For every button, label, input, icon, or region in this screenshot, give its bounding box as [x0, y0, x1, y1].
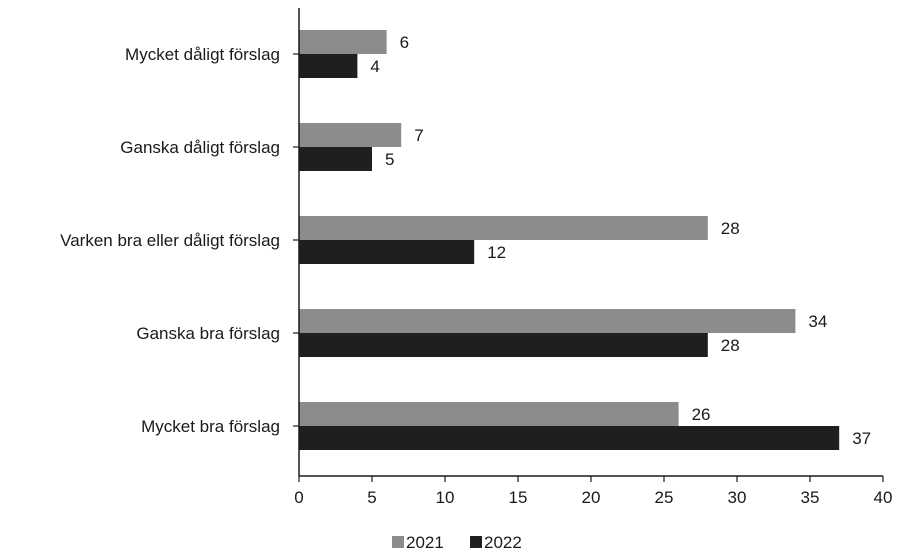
- category-label: Varken bra eller dåligt förslag: [60, 231, 280, 250]
- data-label-2022: 37: [852, 429, 871, 448]
- bar-2021: [299, 402, 679, 426]
- x-tick-label: 0: [294, 488, 303, 507]
- bar-2021: [299, 216, 708, 240]
- data-label-2022: 4: [370, 57, 379, 76]
- legend-swatch-2022: [470, 536, 482, 548]
- bar-2022: [299, 240, 475, 264]
- legend-label-2022: 2022: [484, 533, 522, 552]
- bar-2021: [299, 123, 402, 147]
- bar-2021: [299, 30, 387, 54]
- x-tick-label: 5: [367, 488, 376, 507]
- data-label-2022: 5: [385, 150, 394, 169]
- bar-2022: [299, 333, 708, 357]
- data-label-2021: 6: [400, 33, 409, 52]
- category-label: Ganska dåligt förslag: [120, 138, 280, 157]
- category-labels: Mycket dåligt förslag Ganska dåligt försl…: [60, 45, 299, 436]
- x-tick-label: 10: [436, 488, 455, 507]
- bar-2021: [299, 309, 796, 333]
- x-axis-ticks: 0 5 10 15 20 25 30 35 40: [294, 476, 892, 507]
- x-tick-label: 30: [728, 488, 747, 507]
- data-label-2022: 12: [487, 243, 506, 262]
- value-labels: 6 4 7 5 28 12 34 28 26 37: [370, 33, 871, 448]
- x-tick-label: 35: [801, 488, 820, 507]
- data-label-2021: 34: [808, 312, 827, 331]
- x-tick-label: 25: [655, 488, 674, 507]
- category-label: Mycket dåligt förslag: [125, 45, 280, 64]
- x-tick-label: 20: [582, 488, 601, 507]
- x-tick-label: 40: [874, 488, 893, 507]
- data-label-2022: 28: [721, 336, 740, 355]
- x-tick-label: 15: [509, 488, 528, 507]
- category-label: Ganska bra förslag: [136, 324, 280, 343]
- category-label: Mycket bra förslag: [141, 417, 280, 436]
- bar-2022: [299, 54, 358, 78]
- data-label-2021: 26: [692, 405, 711, 424]
- data-label-2021: 28: [721, 219, 740, 238]
- legend-label-2021: 2021: [406, 533, 444, 552]
- legend: 2021 2022: [392, 533, 522, 552]
- bar-2022: [299, 147, 372, 171]
- data-label-2021: 7: [414, 126, 423, 145]
- legend-swatch-2021: [392, 536, 404, 548]
- bar-2022: [299, 426, 840, 450]
- bars: [299, 30, 840, 450]
